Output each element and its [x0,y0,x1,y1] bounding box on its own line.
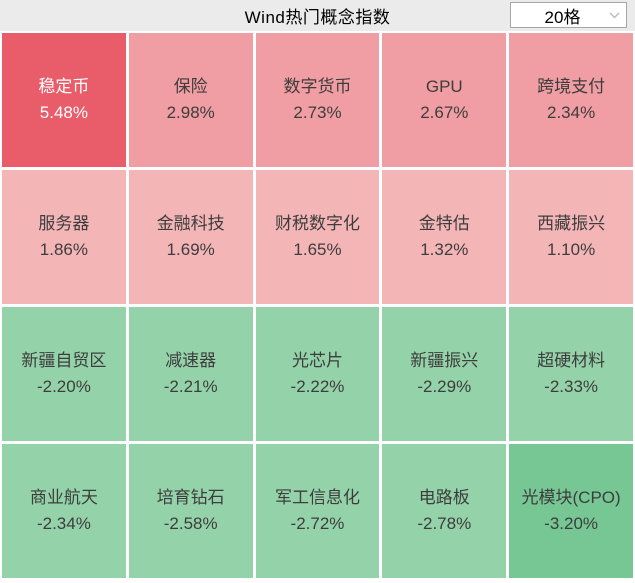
cell-name: 金融科技 [156,213,225,233]
cell-name: 财税数字化 [274,213,360,233]
heatmap-cell[interactable]: 服务器 1.86% [2,170,126,304]
cell-change-pct: 1.65% [293,240,342,259]
cell-name: 保险 [173,76,208,96]
cell-change-pct: 2.73% [293,103,342,122]
cell-name: 跨境支付 [537,76,606,96]
panel-title: Wind热门概念指数 [244,8,391,27]
cell-name: 金特估 [418,213,470,233]
heatmap-cell[interactable]: 数字货币 2.73% [255,33,380,167]
cell-change-pct: -2.29% [417,377,472,396]
cell-name: 超硬材料 [537,350,606,370]
heatmap-cell[interactable]: 跨境支付 2.34% [509,33,633,167]
cell-change-pct: 1.32% [420,240,469,259]
cell-change-pct: -3.20% [544,514,599,533]
heatmap-cell[interactable]: 西藏振兴 1.10% [509,170,633,304]
cell-change-pct: 1.69% [166,240,215,259]
heatmap-cell[interactable]: 商业航天 -2.34% [2,444,126,578]
cell-name: 军工信息化 [274,487,360,507]
heatmap-cell[interactable]: 稳定币 5.48% [2,33,126,167]
grid-count-value: 20格 [544,7,581,27]
cell-name: 光芯片 [291,350,343,370]
cell-change-pct: -2.33% [544,377,599,396]
cell-change-pct: 1.86% [39,240,88,259]
cell-change-pct: 2.34% [546,103,596,122]
cell-change-pct: -2.34% [36,514,91,533]
cell-change-pct: -2.58% [163,514,218,533]
heatmap-cell[interactable]: 财税数字化 1.65% [255,170,380,304]
cell-name: 西藏振兴 [537,213,606,233]
heatmap-cell[interactable]: 光模块(CPO) -3.20% [509,444,633,578]
heatmap-cell[interactable]: 减速器 -2.21% [128,307,253,441]
cell-change-pct: -2.78% [417,514,472,533]
heatmap-cell[interactable]: 新疆振兴 -2.29% [382,307,507,441]
cell-name: GPU [425,76,463,96]
cell-name: 稳定币 [38,76,90,96]
cell-change-pct: -2.72% [290,514,345,533]
panel-header: Wind热门概念指数 20格 [0,0,635,31]
heatmap-cell[interactable]: 培育钻石 -2.58% [128,444,253,578]
heatmap-cell[interactable]: 光芯片 -2.22% [255,307,380,441]
heatmap-cell[interactable]: GPU 2.67% [382,33,507,167]
cell-change-pct: -2.20% [36,377,91,396]
heatmap-cell[interactable]: 电路板 -2.78% [382,444,507,578]
heatmap-grid: 稳定币 5.48% 保险 2.98% 数字货币 2.73% GPU 2.67% … [0,31,635,583]
heatmap-cell[interactable]: 金特估 1.32% [382,170,507,304]
cell-name: 服务器 [38,213,90,233]
grid-count-select[interactable]: 20格 [510,2,627,28]
heatmap-cell[interactable]: 超硬材料 -2.33% [509,307,633,441]
cell-name: 培育钻石 [156,487,225,507]
cell-name: 光模块(CPO) [521,487,621,507]
cell-name: 新疆振兴 [410,350,479,370]
cell-name: 减速器 [165,350,217,370]
heatmap-cell[interactable]: 军工信息化 -2.72% [255,444,380,578]
cell-name: 电路板 [418,487,470,507]
cell-change-pct: 2.67% [420,103,469,122]
cell-change-pct: -2.22% [290,377,345,396]
cell-change-pct: 1.10% [546,240,596,259]
cell-change-pct: -2.21% [163,377,218,396]
heatmap-cell[interactable]: 新疆自贸区 -2.20% [2,307,126,441]
heatmap-cell[interactable]: 保险 2.98% [128,33,253,167]
cell-name: 商业航天 [29,487,98,507]
cell-change-pct: 5.48% [39,103,88,122]
chevron-down-icon [602,3,626,27]
heatmap-cell[interactable]: 金融科技 1.69% [128,170,253,304]
cell-name: 数字货币 [283,76,352,96]
cell-change-pct: 2.98% [166,103,215,122]
cell-name: 新疆自贸区 [21,350,107,370]
